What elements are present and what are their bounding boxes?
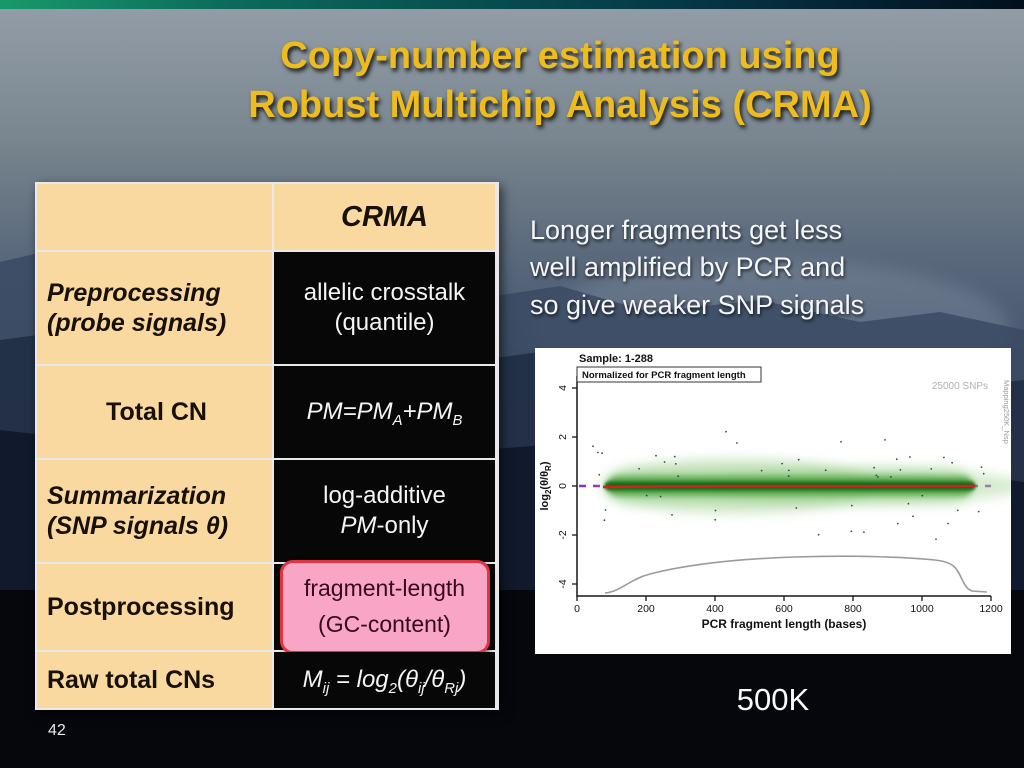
note-line3: so give weaker SNP signals <box>530 289 865 320</box>
slide-title: Copy-number estimation using Robust Mult… <box>96 32 1024 129</box>
note-text: Longer fragments get less well amplified… <box>530 212 980 324</box>
table-header-empty-cell <box>37 184 272 250</box>
svg-text:400: 400 <box>706 603 724 615</box>
row-postprocessing-value: fragment-length (GC-content) <box>274 560 495 654</box>
svg-text:-2: -2 <box>557 530 569 539</box>
slide-title-line1: Copy-number estimation using <box>280 35 840 77</box>
fragment-length-density-curve <box>604 555 988 594</box>
row-raw-total-label: Raw total CNs <box>37 652 272 708</box>
pcr-fragment-length-chart: 0 200 400 600 800 1000 1200 4 2 0 -2 -4 … <box>535 348 1024 654</box>
slide-title-line2: Robust Multichip Analysis (CRMA) <box>248 83 872 126</box>
table-header-label: CRMA <box>341 200 428 233</box>
slide-number: 42 <box>48 722 66 739</box>
svg-text:800: 800 <box>844 603 862 615</box>
note-line1: Longer fragments get less <box>530 215 843 245</box>
y-tick-labels: 4 2 0 -2 -4 <box>557 385 569 589</box>
x-axis-label: PCR fragment length (bases) <box>702 617 867 631</box>
row-preprocessing-value: allelic crosstalk (quantile) <box>274 252 495 364</box>
snp-count-label: 25000 SNPs <box>932 381 988 392</box>
chart-svg: 0 200 400 600 800 1000 1200 4 2 0 -2 -4 … <box>539 353 1024 631</box>
fragment-length-highlight-box: fragment-length (GC-content) <box>279 560 490 654</box>
chip-side-label: Mapping250K_Nsp <box>1002 380 1011 444</box>
crma-method-table: CRMA Preprocessing (probe signals) allel… <box>35 182 499 710</box>
chart-subtitle: Normalized for PCR fragment length <box>582 370 746 381</box>
svg-text:0: 0 <box>557 483 569 489</box>
svg-text:-4: -4 <box>557 579 569 588</box>
fitted-red-line <box>602 484 976 489</box>
svg-text:200: 200 <box>637 603 655 615</box>
row-summarization-value: log-additive PM-only <box>274 460 495 562</box>
svg-text:1200: 1200 <box>979 603 1003 615</box>
snp-scatter-dots <box>592 430 985 540</box>
svg-text:1000: 1000 <box>910 603 934 615</box>
chart-sample-title: Sample: 1-288 <box>579 353 653 365</box>
row-total-cn-value: PM=PMA+PMB <box>274 366 495 458</box>
y-axis-label: log2(θ/θR) <box>539 461 553 510</box>
tick-marks <box>572 387 992 601</box>
svg-text:0: 0 <box>574 603 580 615</box>
svg-text:4: 4 <box>557 385 569 391</box>
note-line2: well amplified by PCR and <box>530 252 846 283</box>
top-edge-strip <box>0 0 1024 9</box>
chip-caption-500k: 500K <box>736 682 810 717</box>
table-header-crma-cell: CRMA <box>274 184 495 250</box>
row-total-cn-label: Total CN <box>37 366 272 458</box>
svg-text:2: 2 <box>557 434 569 440</box>
row-postprocessing-label: Postprocessing <box>37 564 272 650</box>
x-tick-labels: 0 200 400 600 800 1000 1200 <box>574 603 1003 615</box>
row-raw-total-value: Mij = log2(θij/θRj) <box>274 652 495 708</box>
row-summarization-label: Summarization (SNP signals θ) <box>37 460 272 562</box>
chart-subtitle-box <box>576 366 762 383</box>
svg-text:600: 600 <box>775 603 793 615</box>
row-preprocessing-label: Preprocessing (probe signals) <box>37 252 272 364</box>
